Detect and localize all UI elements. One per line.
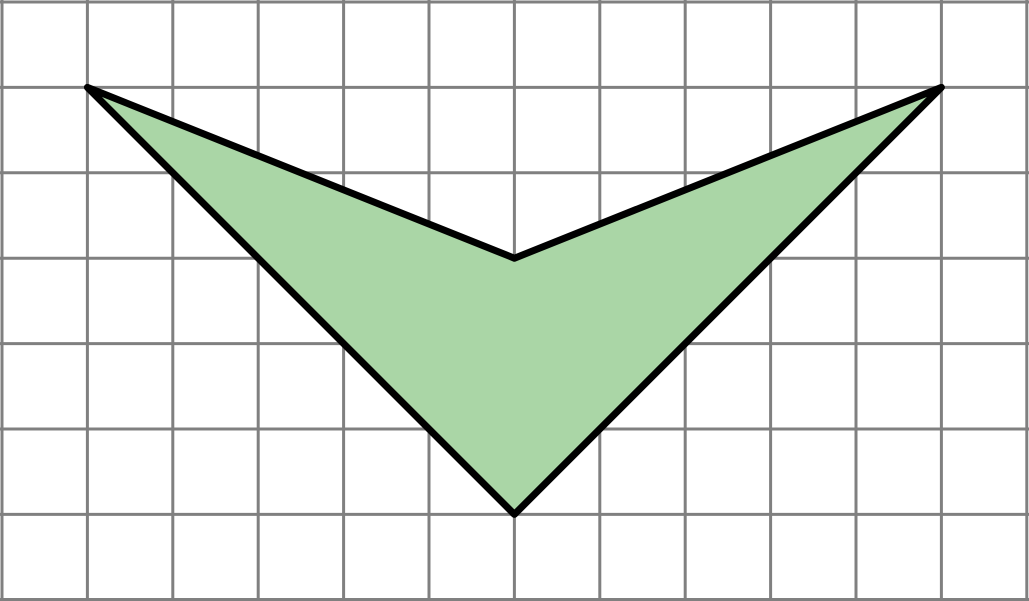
arrowhead-polygon [83, 83, 945, 518]
shape-layer [83, 83, 945, 518]
